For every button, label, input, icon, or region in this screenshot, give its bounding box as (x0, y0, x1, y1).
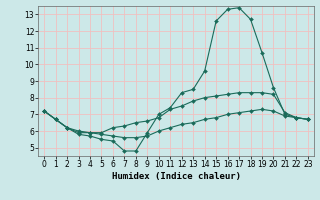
X-axis label: Humidex (Indice chaleur): Humidex (Indice chaleur) (111, 172, 241, 181)
